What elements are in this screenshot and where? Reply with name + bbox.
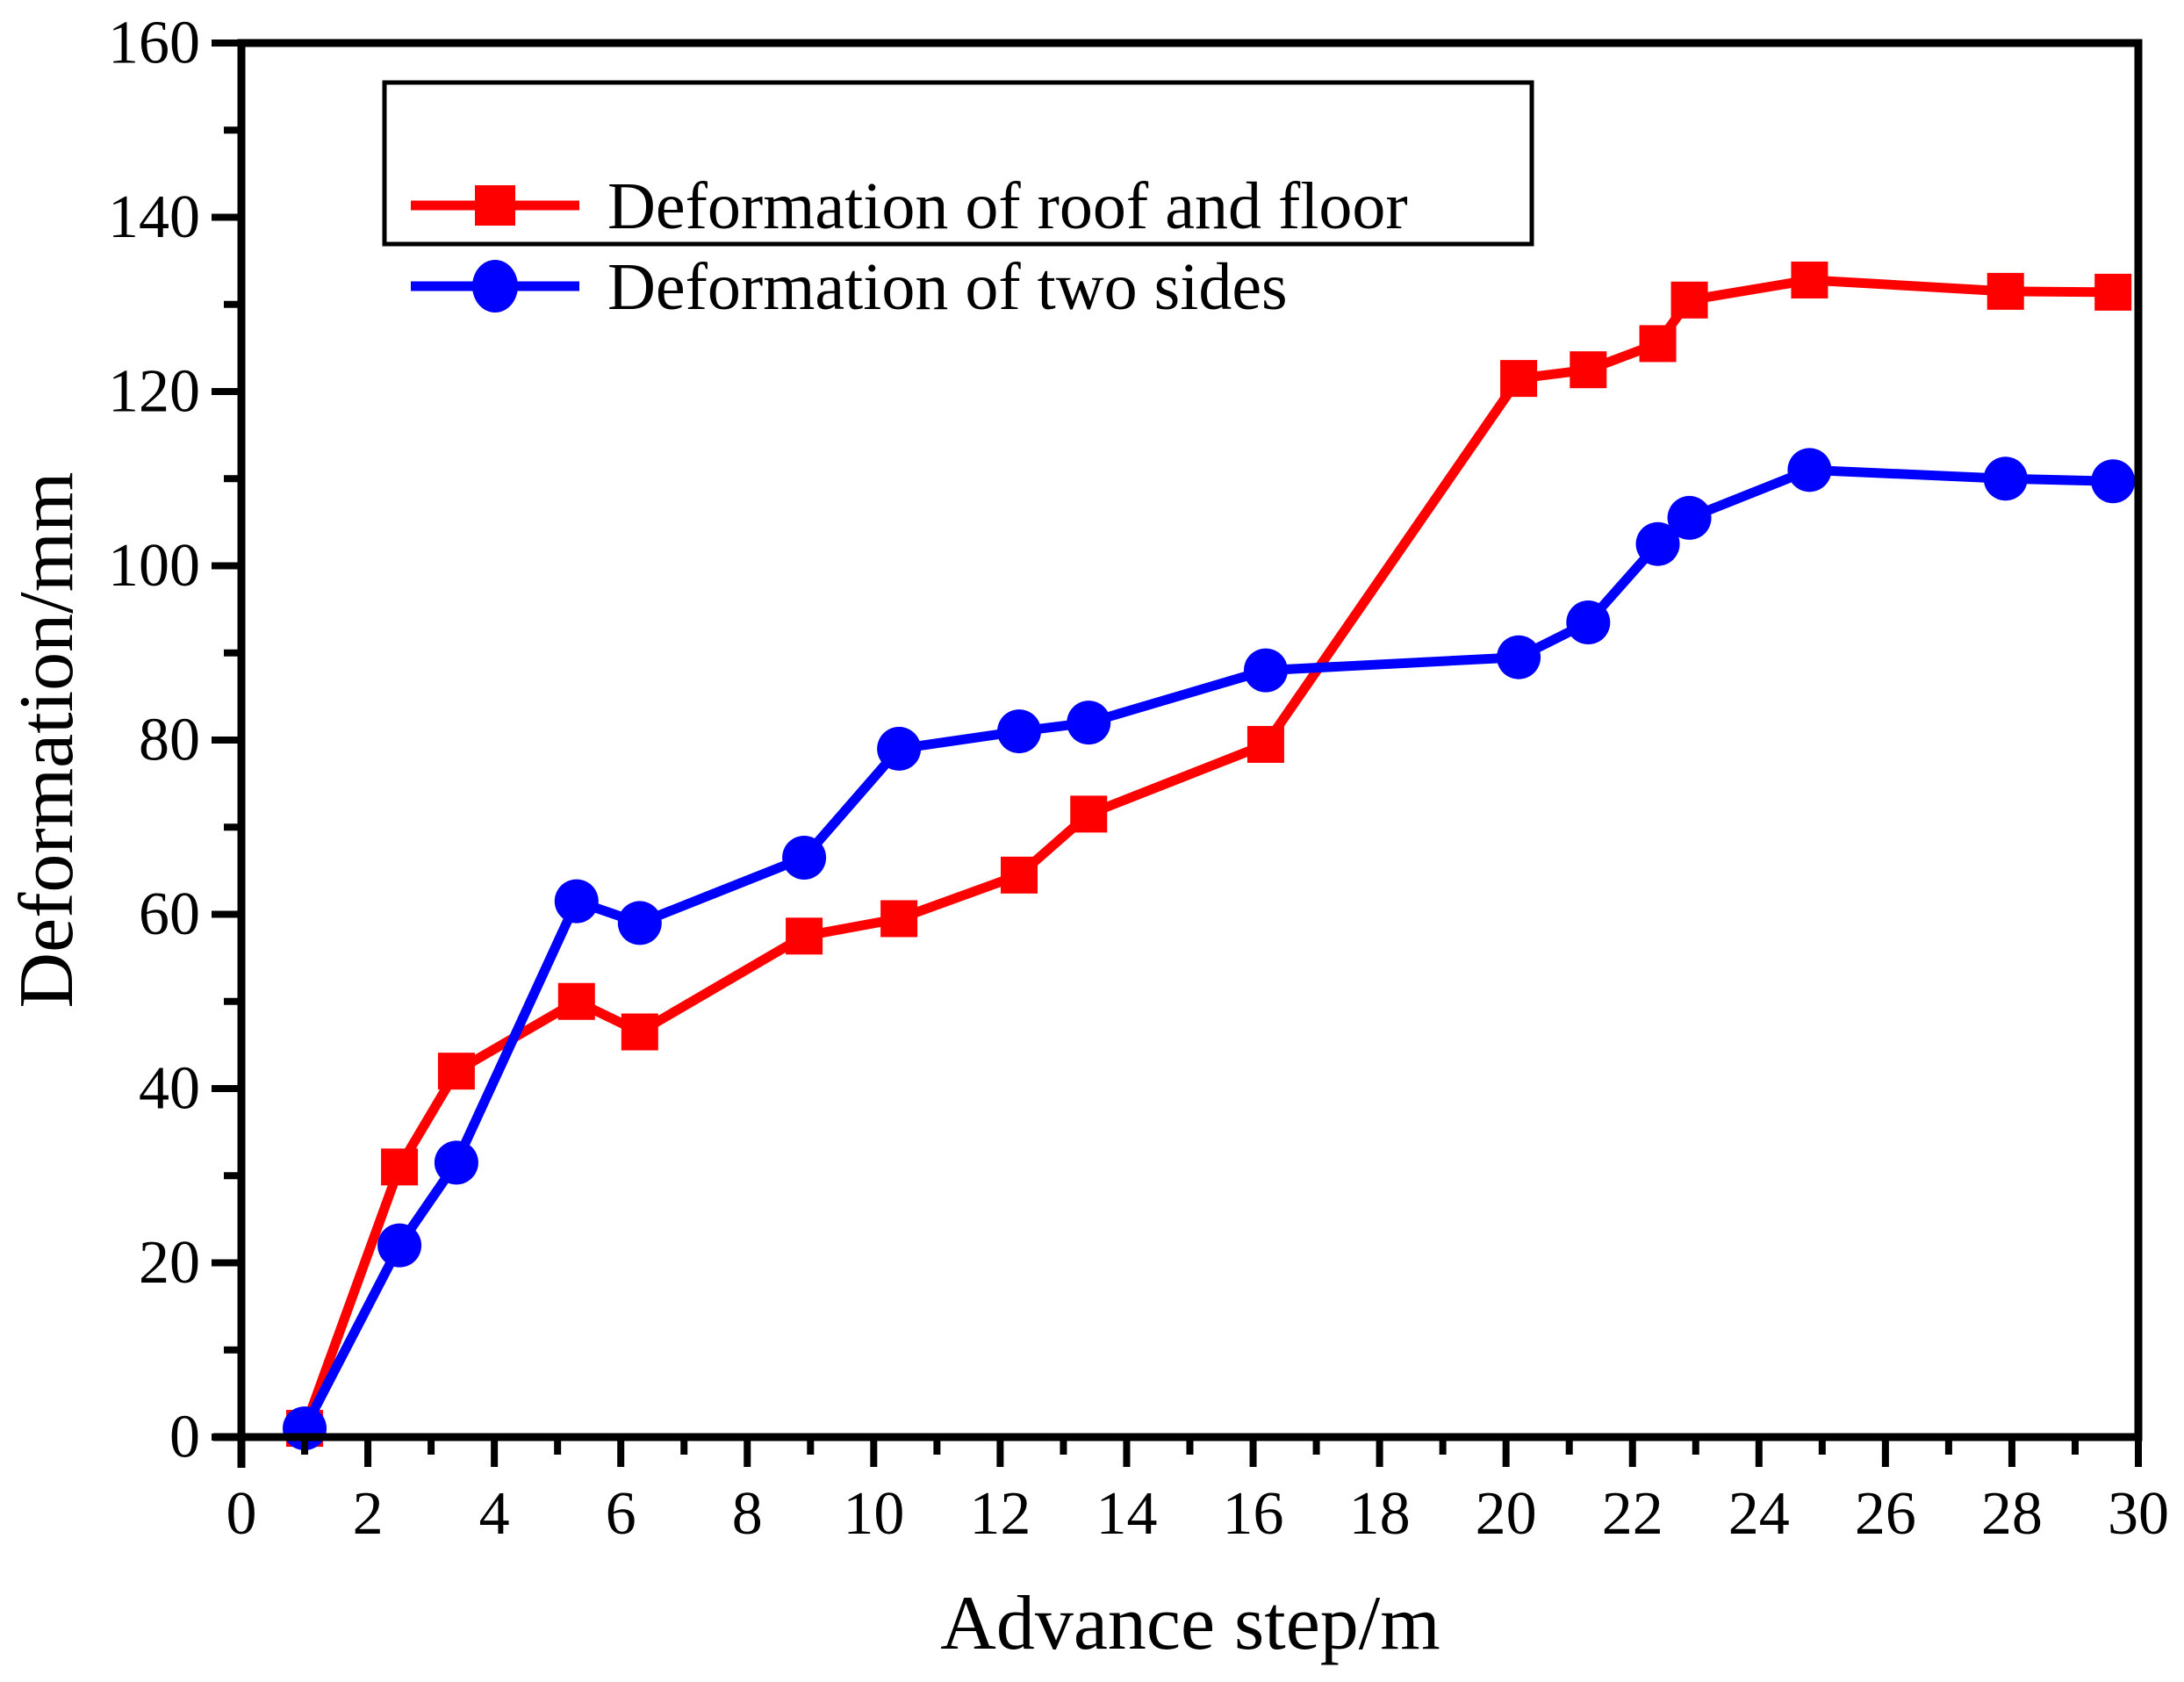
x-axis-tick-label: 0 (226, 1480, 257, 1548)
axes-layer: 0 2 4 6 8 10 12 14 16 18 20 22 24 26 28 300204060801001… (108, 10, 2169, 1549)
x-axis-tick-label: 8 (732, 1480, 763, 1548)
data-point-square-marker (621, 1013, 658, 1051)
data-point-circle-marker (1635, 521, 1680, 566)
legend-circle-marker-icon (472, 260, 518, 313)
y-axis-tick-label: 160 (108, 10, 200, 77)
x-axis-tick-label: 6 (606, 1480, 636, 1548)
data-point-square-marker (1070, 795, 1108, 833)
legend-entry: Deformation of two sides (411, 250, 1288, 324)
data-point-square-marker (1670, 281, 1708, 319)
y-axis-tick-label: 140 (108, 183, 200, 251)
data-point-circle-marker (1067, 701, 1111, 745)
legend: Deformation of roof and floorDeformation… (382, 80, 1534, 324)
data-point-square-marker (880, 900, 918, 938)
data-point-circle-marker (1566, 600, 1611, 645)
data-point-square-marker (2094, 273, 2132, 311)
series-line (300, 464, 2114, 1431)
data-point-square-marker (1570, 351, 1607, 389)
x-axis-tick-label: 10 (843, 1480, 904, 1548)
x-axis-tick-label: 26 (1855, 1480, 1916, 1548)
y-axis-tick-label: 80 (139, 707, 200, 774)
x-axis-tick-label: 4 (479, 1480, 510, 1548)
data-point-circle-marker (554, 879, 599, 924)
legend-label: Deformation of two sides (607, 250, 1288, 324)
y-axis-tick-label: 0 (169, 1404, 200, 1471)
data-point-circle-marker (1497, 635, 1541, 679)
data-point-circle-marker (877, 726, 922, 771)
x-axis-tick-label: 2 (353, 1480, 384, 1548)
data-point-square-marker (381, 1148, 419, 1186)
y-axis-tick-label: 100 (108, 532, 200, 600)
series-two-sides (283, 448, 2136, 1451)
legend-entry: Deformation of roof and floor (411, 169, 1408, 243)
data-point-circle-marker (997, 709, 1042, 754)
x-axis-tick-label: 20 (1476, 1480, 1537, 1548)
x-axis-title: Advance step/m (940, 1581, 1440, 1666)
x-axis-tick-label: 14 (1096, 1480, 1157, 1548)
data-point-square-marker (1500, 360, 1538, 398)
x-axis-tick-label: 28 (1981, 1480, 2043, 1548)
x-axis-tick-label: 16 (1223, 1480, 1284, 1548)
data-point-circle-marker (1787, 448, 1832, 492)
data-point-circle-marker (2091, 459, 2136, 504)
data-point-square-marker (786, 917, 823, 955)
x-axis-tick-label: 24 (1728, 1480, 1790, 1548)
data-point-circle-marker (1983, 456, 2028, 501)
series-line (299, 275, 2114, 1430)
legend-box (382, 80, 1534, 247)
data-point-circle-marker (617, 901, 662, 945)
data-point-square-marker (1246, 725, 1284, 763)
data-point-square-marker (1986, 272, 2024, 310)
x-axis-tick-label: 18 (1349, 1480, 1411, 1548)
data-point-circle-marker (1243, 648, 1288, 693)
legend-label: Deformation of roof and floor (607, 169, 1408, 243)
data-point-circle-marker (782, 835, 827, 880)
y-axis-tick-label: 40 (139, 1055, 200, 1123)
legend-square-marker-icon (475, 185, 515, 226)
data-point-square-marker (1791, 261, 1828, 298)
x-axis-tick-label: 30 (2108, 1480, 2169, 1548)
x-axis-tick-label: 12 (969, 1480, 1031, 1548)
y-axis-tick-label: 20 (139, 1229, 200, 1297)
data-point-square-marker (1639, 325, 1677, 363)
data-point-square-marker (1001, 856, 1038, 894)
y-axis-title: Deformation/mm (4, 472, 90, 1009)
y-axis-tick-label: 60 (139, 881, 200, 948)
data-point-circle-marker (1667, 495, 1712, 540)
x-axis-tick-label: 22 (1602, 1480, 1663, 1548)
data-point-square-marker (437, 1053, 475, 1090)
data-point-square-marker (557, 982, 595, 1020)
series-roof-floor (286, 261, 2132, 1448)
y-axis-tick-label: 120 (108, 358, 200, 426)
data-point-circle-marker (377, 1223, 422, 1268)
series-layer (283, 261, 2136, 1451)
data-point-circle-marker (434, 1140, 478, 1185)
